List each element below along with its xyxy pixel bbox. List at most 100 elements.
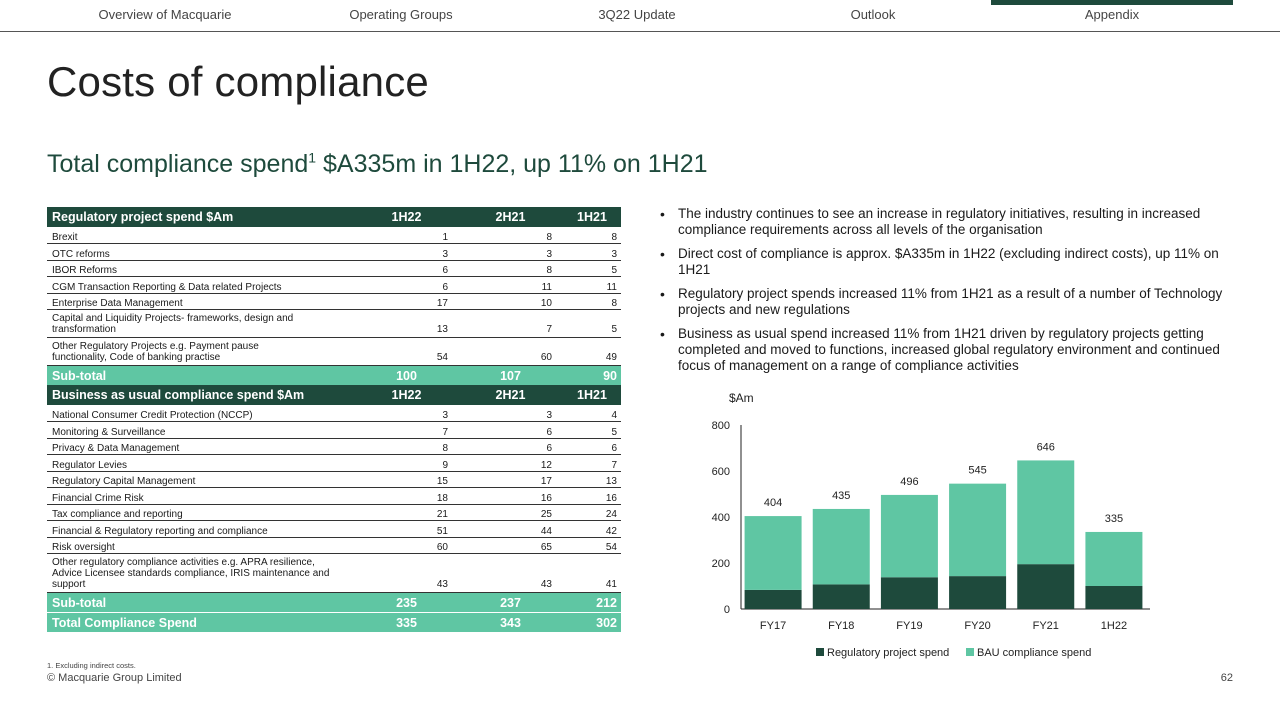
cell-2h21: 6	[458, 421, 562, 439]
nav-item-operating-groups[interactable]: Operating Groups	[349, 7, 453, 22]
cell-2h21: 7	[458, 309, 562, 338]
y-tick-label: 600	[712, 466, 730, 478]
cell-2h21: 17	[458, 471, 562, 488]
regulatory-spend-table: Regulatory project spend $Am 1H22 2H21 1…	[47, 207, 621, 386]
subtotal-2h21: 107	[458, 365, 562, 386]
cell-1h22: 9	[354, 454, 458, 472]
row-label: Privacy & Data Management	[47, 438, 354, 455]
row-label: Capital and Liquidity Projects- framewor…	[47, 309, 354, 338]
subtotal-1h21: 90	[562, 365, 621, 386]
table-row: Enterprise Data Management 17 10 8	[47, 293, 621, 310]
header-cell: 1H22	[354, 385, 458, 406]
bullet-item: Direct cost of compliance is approx. $A3…	[660, 246, 1235, 278]
bar-segment-regulatory	[1017, 564, 1075, 609]
table-header-row: Business as usual compliance spend $Am 1…	[47, 385, 621, 406]
bar-segment-bau	[1085, 531, 1143, 586]
cell-2h21: 8	[458, 227, 562, 244]
bar-segment-regulatory	[744, 589, 802, 609]
table-row: Financial & Regulatory reporting and com…	[47, 520, 621, 538]
table-header-row: Regulatory project spend $Am 1H22 2H21 1…	[47, 207, 621, 228]
cell-1h22: 21	[354, 504, 458, 521]
cell-1h22: 18	[354, 487, 458, 505]
x-tick-label: FY19	[896, 620, 922, 632]
legend-swatch	[816, 648, 824, 656]
table-row: OTC reforms 3 3 3	[47, 243, 621, 261]
row-label: CGM Transaction Reporting & Data related…	[47, 276, 354, 294]
total-row: Total Compliance Spend 335 343 302	[47, 612, 621, 633]
table-row: Regulatory Capital Management 15 17 13	[47, 471, 621, 488]
cell-1h22: 6	[354, 260, 458, 277]
top-nav: Overview of Macquarie Operating Groups 3…	[0, 0, 1280, 32]
cell-1h21: 5	[562, 421, 621, 439]
cell-1h22: 51	[354, 520, 458, 538]
table-row: CGM Transaction Reporting & Data related…	[47, 276, 621, 294]
table-row: Privacy & Data Management 8 6 6	[47, 438, 621, 455]
chart-svg: $Am 0 200 400 600 800 404 FY17 435 FY18 496 FY19 545…	[712, 391, 1150, 659]
footnote: 1. Excluding indirect costs.	[47, 661, 136, 670]
cell-1h21: 42	[562, 520, 621, 538]
header-cell: Business as usual compliance spend $Am	[47, 385, 354, 406]
legend-swatch	[966, 648, 974, 656]
cell-1h22: 6	[354, 276, 458, 294]
cell-1h21: 54	[562, 537, 621, 554]
row-label: Financial & Regulatory reporting and com…	[47, 520, 354, 538]
row-label: National Consumer Credit Protection (NCC…	[47, 405, 354, 422]
table-row: Risk oversight 60 65 54	[47, 537, 621, 554]
table-row: Other Regulatory Projects e.g. Payment p…	[47, 337, 621, 366]
bar-total-label: 404	[764, 497, 782, 509]
x-tick-label: FY18	[828, 620, 854, 632]
row-label: Other regulatory compliance activities e…	[47, 553, 354, 593]
row-label: Regulatory Capital Management	[47, 471, 354, 488]
copyright: © Macquarie Group Limited	[47, 672, 182, 684]
table-row: Other regulatory compliance activities e…	[47, 553, 621, 593]
total-1h21: 302	[562, 612, 621, 633]
row-label: Tax compliance and reporting	[47, 504, 354, 521]
row-label: Financial Crime Risk	[47, 487, 354, 505]
cell-1h21: 49	[562, 337, 621, 366]
bar-total-label: 545	[968, 465, 986, 477]
table-row: IBOR Reforms 6 8 5	[47, 260, 621, 277]
cell-1h21: 5	[562, 309, 621, 338]
bullet-item: Regulatory project spends increased 11% …	[660, 286, 1235, 318]
x-tick-label: FY21	[1033, 620, 1059, 632]
cell-2h21: 3	[458, 243, 562, 261]
bar-segment-bau	[744, 516, 802, 590]
cell-2h21: 10	[458, 293, 562, 310]
y-unit-label: $Am	[729, 391, 754, 405]
cell-1h21: 16	[562, 487, 621, 505]
cell-2h21: 44	[458, 520, 562, 538]
nav-item-overview[interactable]: Overview of Macquarie	[98, 7, 232, 22]
cell-1h22: 60	[354, 537, 458, 554]
bar-segment-bau	[1017, 460, 1075, 565]
cell-1h22: 1	[354, 227, 458, 244]
row-label: IBOR Reforms	[47, 260, 354, 277]
commentary-bullets: The industry continues to see an increas…	[660, 206, 1235, 382]
subtotal-1h21: 212	[562, 592, 621, 613]
nav-item-outlook[interactable]: Outlook	[850, 7, 896, 22]
cell-1h22: 8	[354, 438, 458, 455]
legend-label: Regulatory project spend	[827, 647, 949, 659]
nav-item-3q22-update[interactable]: 3Q22 Update	[598, 7, 676, 22]
subtotal-2h21: 237	[458, 592, 562, 613]
subtotal-row: Sub-total 100 107 90	[47, 365, 621, 386]
page-number: 62	[1220, 672, 1233, 684]
cell-1h22: 3	[354, 243, 458, 261]
cell-2h21: 25	[458, 504, 562, 521]
subtotal-1h22: 100	[354, 365, 458, 386]
cell-1h22: 54	[354, 337, 458, 366]
cell-1h21: 4	[562, 405, 621, 422]
cell-1h22: 15	[354, 471, 458, 488]
table-row: National Consumer Credit Protection (NCC…	[47, 405, 621, 422]
total-label: Total Compliance Spend	[47, 612, 354, 633]
bar-segment-regulatory	[1085, 586, 1143, 609]
subtitle-rest: $A335m in 1H22, up 11% on 1H21	[316, 150, 708, 178]
cell-1h21: 11	[562, 276, 621, 294]
nav-item-appendix[interactable]: Appendix	[991, 0, 1233, 31]
cell-1h21: 8	[562, 293, 621, 310]
table-row: Capital and Liquidity Projects- framewor…	[47, 309, 621, 338]
cell-2h21: 60	[458, 337, 562, 366]
bar-total-label: 646	[1037, 441, 1055, 453]
bar-segment-bau	[949, 483, 1007, 577]
subtitle-text: Total compliance spend	[47, 150, 309, 178]
legend-label: BAU compliance spend	[977, 647, 1091, 659]
